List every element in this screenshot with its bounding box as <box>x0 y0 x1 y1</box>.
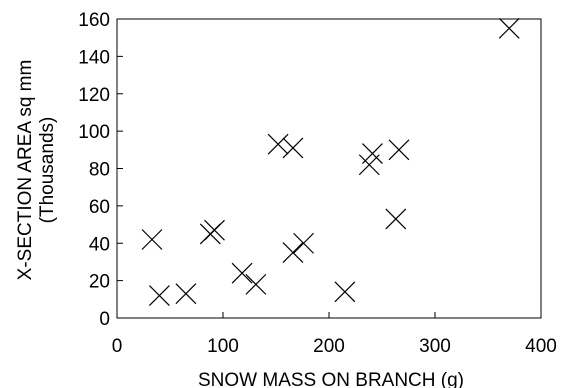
plot-area-border <box>116 18 542 319</box>
data-point-x-marker <box>231 262 253 284</box>
y-axis-label: X-SECTION AREA sq mm (Thousands) <box>15 60 58 281</box>
data-point-x-marker <box>385 208 407 230</box>
data-point-x-marker <box>148 285 170 306</box>
data-point-x-marker <box>282 137 304 159</box>
x-tick-label: 300 <box>419 336 451 357</box>
y-tick-label: 80 <box>89 160 110 181</box>
y-axis-ticks: 0 20 40 60 80 100 120 140 160 <box>78 10 123 330</box>
data-point-x-marker <box>358 154 380 176</box>
data-point-x-marker <box>334 281 356 303</box>
y-tick-label: 0 <box>99 309 110 330</box>
y-tick-label: 120 <box>78 85 110 106</box>
y-tick-label: 60 <box>89 197 110 218</box>
data-point-x-marker <box>175 283 197 305</box>
y-axis-label-line1: X-SECTION AREA sq mm <box>15 60 36 281</box>
data-point-x-marker <box>204 219 225 241</box>
y-tick-label: 160 <box>78 10 110 31</box>
y-tick-label: 140 <box>78 47 110 68</box>
plot-frame <box>116 18 542 319</box>
data-point-x-marker <box>498 17 520 39</box>
y-tick-label: 100 <box>78 122 110 143</box>
data-point-x-marker <box>267 133 289 155</box>
x-tick-label: 100 <box>207 336 239 357</box>
y-axis-label-line2: (Thousands) <box>37 117 58 224</box>
x-tick-label: 400 <box>525 336 557 357</box>
data-point-x-marker <box>282 242 304 264</box>
y-tick-label: 40 <box>89 234 110 255</box>
x-tick-label: 200 <box>313 336 345 357</box>
x-axis-label: SNOW MASS ON BRANCH (g) <box>198 370 464 388</box>
data-point-x-marker <box>388 139 410 161</box>
data-point-x-marker <box>245 273 267 295</box>
x-axis-ticks: 0 100 200 300 400 <box>112 312 557 357</box>
x-tick-label: 0 <box>112 336 123 357</box>
data-markers <box>141 17 520 306</box>
data-point-x-marker <box>141 229 163 250</box>
data-point-x-marker <box>293 232 314 254</box>
y-tick-label: 20 <box>89 272 110 293</box>
data-point-x-marker <box>362 143 383 164</box>
